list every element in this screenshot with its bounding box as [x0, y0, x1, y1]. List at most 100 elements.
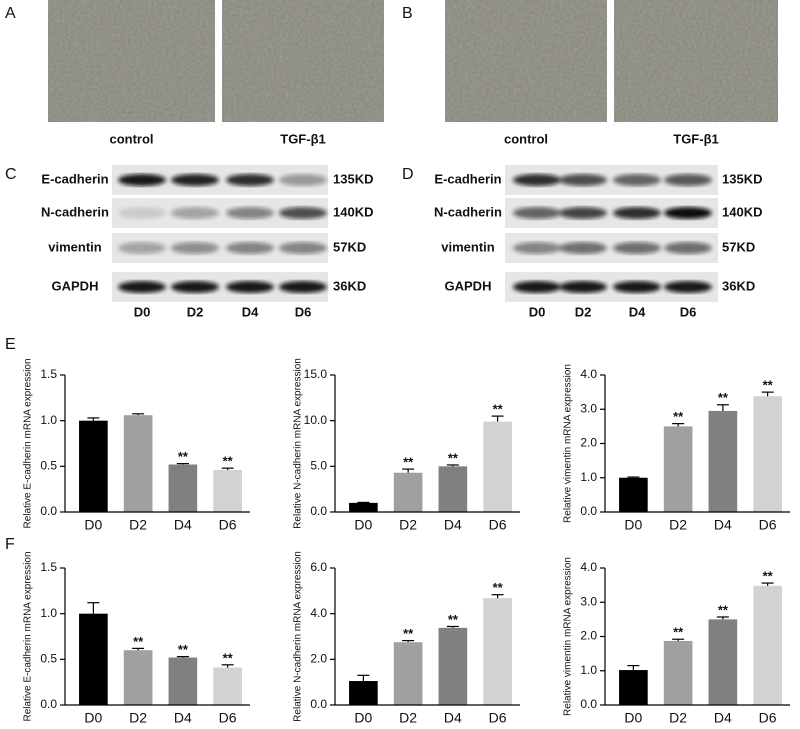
bar — [349, 681, 378, 705]
y-tick-label: 10.0 — [304, 413, 328, 427]
lane-label: D6 — [295, 304, 312, 319]
bar — [349, 502, 378, 512]
bar — [483, 421, 512, 512]
y-tick-label: 0.0 — [580, 504, 597, 518]
y-tick-label: 1.5 — [40, 560, 57, 574]
blot-band — [118, 242, 166, 254]
x-tick-label: D0 — [354, 517, 372, 533]
bar — [753, 585, 782, 705]
x-tick-label: D6 — [489, 710, 507, 726]
x-tick-label: D6 — [219, 517, 237, 533]
lane-label: D2 — [575, 304, 592, 319]
blot-band — [279, 281, 327, 293]
significance: ** — [763, 378, 774, 393]
x-tick-label: D0 — [624, 517, 642, 533]
blot-band — [513, 174, 561, 186]
bar — [393, 642, 423, 705]
y-axis-label: Relative vimentin mRNA expression — [563, 557, 574, 716]
x-tick-label: D4 — [444, 517, 462, 533]
x-tick-label: D2 — [399, 517, 417, 533]
blot-band — [118, 207, 166, 219]
y-tick-label: 0.5 — [40, 652, 57, 666]
significance: ** — [133, 634, 144, 649]
x-tick-label: D2 — [129, 710, 147, 726]
bar — [79, 613, 108, 705]
bar — [483, 598, 512, 705]
y-tick-label: 4.0 — [310, 606, 327, 620]
bar — [619, 477, 648, 512]
y-tick-label: 0.0 — [40, 697, 57, 711]
protein-label: N-cadherin — [434, 204, 502, 219]
significance: ** — [763, 569, 774, 584]
blot-band — [226, 174, 274, 186]
significance: ** — [178, 642, 189, 657]
significance: ** — [223, 454, 234, 469]
blot-band — [664, 281, 712, 293]
lane-label: D6 — [680, 304, 697, 319]
x-tick-label: D4 — [174, 710, 192, 726]
blot-band — [171, 281, 219, 293]
blot-band — [513, 242, 561, 254]
protein-label: E-cadherin — [434, 171, 501, 186]
bar — [708, 410, 738, 512]
bar — [438, 627, 468, 705]
blot-band — [226, 207, 274, 219]
y-axis-label: Relative vimentin mRNA expression — [563, 364, 574, 523]
x-tick-label: D0 — [354, 710, 372, 726]
panel-letter: C — [5, 166, 17, 183]
blot-band — [279, 207, 327, 219]
x-tick-label: D4 — [174, 517, 192, 533]
y-tick-label: 1.0 — [40, 413, 57, 427]
micrograph-caption: TGF-β1 — [673, 131, 719, 146]
micrograph-caption: control — [109, 131, 153, 146]
x-tick-label: D4 — [714, 710, 732, 726]
panel-letter: B — [402, 5, 413, 22]
lane-label: D0 — [134, 304, 151, 319]
y-axis-label: Relative N-cadherin mRNA expression — [293, 551, 304, 722]
bar — [708, 619, 738, 705]
y-tick-label: 0.5 — [40, 459, 57, 473]
blot-band — [118, 174, 166, 186]
x-tick-label: D0 — [84, 710, 102, 726]
y-axis-label: Relative E-cadherin mRNA expression — [23, 358, 34, 528]
x-tick-label: D4 — [714, 517, 732, 533]
molecular-weight: 36KD — [333, 278, 366, 293]
x-tick-label: D6 — [489, 517, 507, 533]
y-tick-label: 4.0 — [580, 560, 597, 574]
blot-band — [664, 207, 712, 219]
x-tick-label: D0 — [84, 517, 102, 533]
blot-band — [559, 242, 607, 254]
panel-letter: E — [5, 336, 16, 353]
y-tick-label: 0.0 — [40, 504, 57, 518]
lane-label: D0 — [529, 304, 546, 319]
molecular-weight: 57KD — [722, 239, 755, 254]
significance: ** — [673, 625, 684, 640]
protein-label: N-cadherin — [41, 204, 109, 219]
micrograph-caption: control — [504, 131, 548, 146]
x-tick-label: D2 — [129, 517, 147, 533]
molecular-weight: 135KD — [333, 171, 373, 186]
lane-label: D4 — [629, 304, 646, 319]
molecular-weight: 140KD — [722, 204, 762, 219]
x-tick-label: D4 — [444, 710, 462, 726]
blot-band — [559, 174, 607, 186]
y-axis-label: Relative N-cadherin mRNA expression — [293, 358, 304, 529]
protein-label: GAPDH — [52, 278, 99, 293]
bar — [393, 472, 423, 512]
y-tick-label: 0.0 — [310, 697, 327, 711]
blot-band — [513, 281, 561, 293]
bar — [438, 466, 468, 512]
protein-label: E-cadherin — [41, 171, 108, 186]
y-tick-label: 0.0 — [310, 504, 327, 518]
micrograph — [614, 0, 778, 122]
protein-label: vimentin — [441, 239, 495, 254]
protein-label: GAPDH — [445, 278, 492, 293]
y-tick-label: 1.5 — [40, 367, 57, 381]
blot-band — [559, 207, 607, 219]
bar — [213, 469, 242, 512]
x-tick-label: D2 — [669, 710, 687, 726]
panel-letter: A — [5, 5, 16, 22]
panel-letter: F — [5, 536, 15, 553]
blot-band — [171, 207, 219, 219]
blot-band — [171, 174, 219, 186]
